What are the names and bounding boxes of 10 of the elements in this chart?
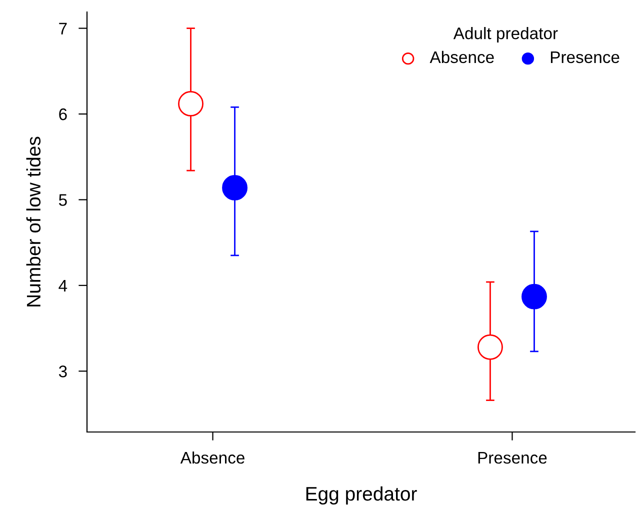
x-axis-title: Egg predator <box>306 486 417 505</box>
legend-title: Adult predator <box>453 27 558 43</box>
y-tick-label: 6 <box>59 108 67 120</box>
y-tick-label: 4 <box>58 280 68 292</box>
y-tick-label: 3 <box>58 366 67 378</box>
y-tick-label: 5 <box>58 194 67 206</box>
y-tick-label: 7 <box>59 22 67 34</box>
legend-label: Absence <box>430 50 494 64</box>
legend-label: Presence <box>550 51 620 64</box>
y-axis-title: Number of low tides <box>26 136 41 306</box>
